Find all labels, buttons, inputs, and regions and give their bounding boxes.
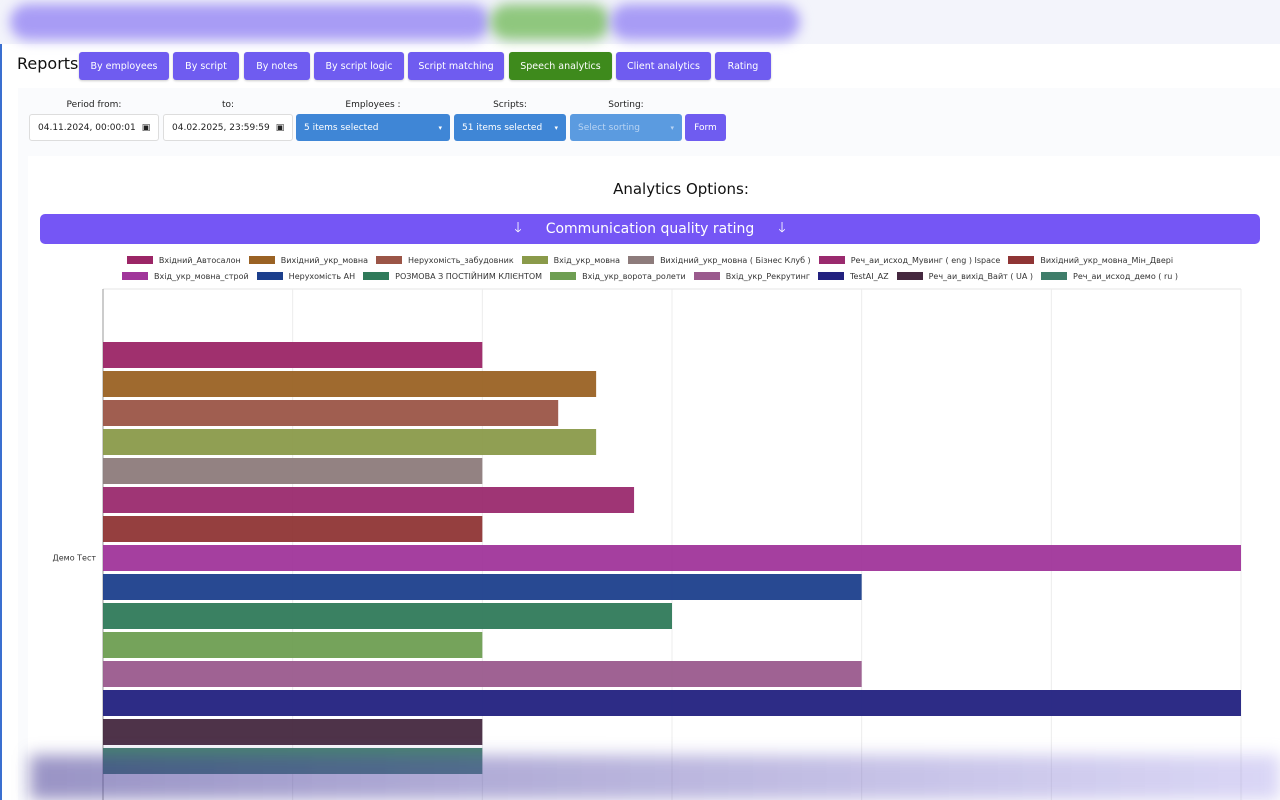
legend-item: РОЗМОВА З ПОСТІЙНИМ КЛІЄНТОМ xyxy=(363,270,542,282)
legend-swatch xyxy=(376,256,403,264)
legend-swatch xyxy=(818,272,845,280)
bar xyxy=(103,516,483,542)
top-bar xyxy=(0,0,1280,44)
legend-label: Вхід_укр_Рекрутинг xyxy=(725,271,811,281)
legend-label: Вхід_укр_ворота_ролети xyxy=(582,271,686,281)
legend-item: Реч_аи_исход_Мувинг ( eng ) Ispace xyxy=(818,254,1001,266)
legend: Вхідний_Автосалон Вихідний_укр_мовна Нерух… xyxy=(60,254,1240,282)
date-input[interactable]: 04.02.2025, 23:59:59 ▣ xyxy=(163,114,293,141)
form-button[interactable]: Form xyxy=(685,114,726,141)
tab[interactable]: By notes xyxy=(244,52,310,80)
legend-swatch xyxy=(1008,256,1035,264)
legend-swatch xyxy=(126,256,153,264)
bar xyxy=(103,545,1241,571)
legend-label: Нерухомість АН xyxy=(288,271,356,281)
bar xyxy=(103,458,483,484)
legend-item: Вихідний_укр_мовна xyxy=(248,254,369,266)
legend-label: РОЗМОВА З ПОСТІЙНИМ КЛІЄНТОМ xyxy=(395,271,543,281)
tab[interactable]: By script logic xyxy=(314,52,404,80)
tab[interactable]: Script matching xyxy=(408,52,504,80)
blurred-nav xyxy=(610,4,800,40)
date-input[interactable]: 04.11.2024, 00:00:01 ▣ xyxy=(29,114,159,141)
legend-label: Вихідний_укр_мовна xyxy=(280,255,369,265)
field-label: Sorting: xyxy=(608,100,644,110)
page-title: Reports xyxy=(17,54,79,73)
legend-item: Вхід_укр_мовна_строй xyxy=(122,270,249,282)
legend-label: Вхід_укр_мовна_строй xyxy=(154,271,249,281)
employees-select[interactable]: 5 items selected ▾ xyxy=(296,114,450,141)
legend-swatch xyxy=(122,272,149,280)
tab[interactable]: Speech analytics xyxy=(509,52,612,80)
legend-swatch xyxy=(550,272,577,280)
bar xyxy=(103,690,1241,716)
legend-swatch xyxy=(1041,272,1068,280)
bar xyxy=(103,371,597,397)
legend-label: Вихідний_укр_мовна ( Бізнес Клуб ) xyxy=(660,255,811,265)
sorting-select[interactable]: Select sorting ▾ xyxy=(570,114,682,141)
tab[interactable]: By employees xyxy=(79,52,169,80)
field-label: Scripts: xyxy=(493,100,527,110)
legend-item: Вхідний_Автосалон xyxy=(126,254,241,266)
y-tick-label: Демо Тест xyxy=(52,554,96,563)
blurred-overlay xyxy=(30,755,1280,800)
legend-swatch xyxy=(521,256,548,264)
tab[interactable]: Rating xyxy=(715,52,771,80)
tab[interactable]: Client analytics xyxy=(616,52,711,80)
legend-label: Реч_аи_исход_демо ( ru ) xyxy=(1073,271,1178,281)
legend-item: Нерухомість_забудовник xyxy=(376,254,514,266)
legend-label: TestAI_AZ xyxy=(850,271,889,281)
legend-swatch xyxy=(693,272,720,280)
legend-label: Реч_аи_вихід_Вайт ( UA ) xyxy=(928,271,1034,281)
legend-item: Реч_аи_исход_демо ( ru ) xyxy=(1041,270,1178,282)
legend-item: Реч_аи_вихід_Вайт ( UA ) xyxy=(896,270,1034,282)
blurred-nav xyxy=(490,4,610,40)
bar xyxy=(103,342,483,368)
analytics-title: Analytics Options: xyxy=(613,180,749,198)
blurred-nav xyxy=(10,4,490,40)
scripts-select[interactable]: 51 items selected ▾ xyxy=(454,114,566,141)
legend-swatch xyxy=(818,256,845,264)
bar xyxy=(103,487,635,513)
bar xyxy=(103,632,483,658)
legend-label: Вхідний_Автосалон xyxy=(158,255,241,265)
field-label: to: xyxy=(221,100,235,110)
legend-item: Вхід_укр_Рекрутинг xyxy=(693,270,811,282)
legend-item: Вхід_укр_мовна xyxy=(521,254,621,266)
side-border xyxy=(0,44,2,800)
legend-item: Нерухомість АН xyxy=(256,270,356,282)
select-value: 5 items selected xyxy=(304,122,379,133)
legend-swatch xyxy=(363,272,390,280)
bar xyxy=(103,719,483,745)
chart: Демо Тест xyxy=(52,288,1242,800)
legend-item: Вихідний_укр_мовна_Мін_Двері xyxy=(1008,254,1173,266)
legend-item: TestAI_AZ xyxy=(818,270,889,282)
select-value: 51 items selected xyxy=(462,122,543,133)
select-value: Select sorting xyxy=(578,122,640,133)
legend-swatch xyxy=(628,256,655,264)
input-value: 04.11.2024, 00:00:01 xyxy=(38,122,136,133)
bar xyxy=(103,603,672,629)
legend-item: Вихідний_укр_мовна ( Бізнес Клуб ) xyxy=(628,254,811,266)
tab[interactable]: By script xyxy=(173,52,239,80)
section-title: Communication quality rating xyxy=(545,221,755,237)
legend-label: Вихідний_укр_мовна_Мін_Двері xyxy=(1040,255,1174,265)
legend-label: Нерухомість_забудовник xyxy=(408,255,514,265)
field-label: Employees : xyxy=(345,100,401,110)
bar xyxy=(103,661,862,687)
legend-item: Вхід_укр_ворота_ролети xyxy=(550,270,686,282)
section-toggle[interactable]: 🡓 Communication quality rating 🡓 xyxy=(40,214,1260,244)
bar xyxy=(103,429,597,455)
legend-swatch xyxy=(256,272,283,280)
legend-label: Вхід_укр_мовна xyxy=(553,255,621,265)
bar xyxy=(103,574,862,600)
input-value: 04.02.2025, 23:59:59 xyxy=(172,122,270,133)
legend-swatch xyxy=(896,272,923,280)
bar xyxy=(103,400,559,426)
field-label: Period from: xyxy=(66,100,122,110)
button-label: Form xyxy=(694,122,717,133)
legend-swatch xyxy=(248,256,275,264)
legend-label: Реч_аи_исход_Мувинг ( eng ) Ispace xyxy=(850,255,1001,265)
